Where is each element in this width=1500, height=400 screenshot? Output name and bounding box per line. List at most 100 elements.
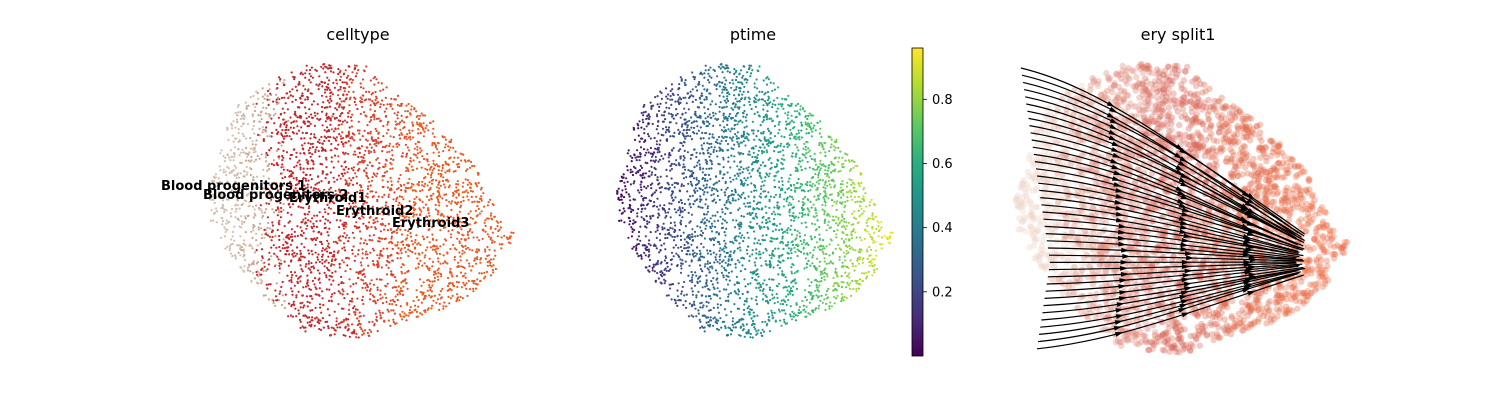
data-point — [500, 243, 503, 246]
data-point — [392, 321, 395, 324]
data-point — [381, 150, 384, 153]
data-point — [283, 247, 286, 250]
data-point — [813, 184, 817, 187]
data-point — [699, 252, 702, 255]
data-point — [724, 115, 727, 119]
data-point — [807, 291, 811, 294]
data-point — [398, 177, 401, 180]
data-point — [325, 276, 328, 279]
data-point — [739, 172, 742, 175]
data-point — [270, 246, 273, 249]
data-point — [672, 246, 675, 249]
data-point — [403, 279, 406, 282]
data-point — [291, 100, 294, 103]
data-point — [390, 103, 393, 106]
data-point — [470, 195, 473, 198]
data-point — [759, 192, 762, 195]
data-point — [759, 242, 762, 246]
data-point — [368, 161, 371, 164]
data-point — [841, 180, 844, 183]
data-point — [385, 132, 388, 135]
data-point — [460, 265, 463, 268]
data-point — [251, 205, 254, 208]
data-point — [682, 154, 685, 158]
data-point — [311, 76, 314, 79]
data-point — [406, 115, 409, 118]
data-point — [480, 186, 483, 189]
data-point — [261, 279, 264, 283]
data-point — [400, 114, 403, 117]
data-point — [711, 283, 714, 286]
data-point — [413, 147, 416, 150]
data-point — [693, 251, 696, 254]
data-point — [698, 318, 701, 321]
data-point — [486, 245, 489, 249]
data-point — [271, 298, 274, 301]
data-point — [294, 85, 297, 88]
data-point — [279, 290, 282, 293]
data-point — [279, 216, 282, 219]
data-point — [683, 208, 686, 212]
data-point — [342, 106, 346, 109]
data-point — [734, 119, 738, 122]
data-point — [721, 222, 724, 225]
data-point — [282, 168, 285, 171]
data-point — [768, 117, 771, 120]
data-point — [411, 123, 414, 126]
data-point — [437, 169, 440, 172]
data-point — [436, 165, 439, 168]
data-point — [699, 200, 702, 203]
data-point — [703, 217, 706, 220]
data-point — [774, 103, 777, 106]
data-point — [218, 165, 221, 168]
data-point — [377, 195, 380, 198]
data-point — [743, 109, 746, 113]
data-point — [698, 257, 701, 260]
data-point — [361, 257, 364, 260]
data-point — [358, 315, 361, 318]
data-point — [379, 119, 382, 122]
data-point — [453, 284, 456, 288]
data-point — [648, 170, 651, 173]
data-point — [775, 292, 778, 296]
data-point — [776, 204, 779, 207]
data-point — [694, 187, 697, 190]
data-point — [429, 219, 432, 222]
data-point — [471, 190, 474, 193]
data-point — [736, 106, 739, 109]
data-point — [402, 285, 405, 288]
data-point — [412, 153, 416, 156]
data-point — [657, 277, 661, 280]
data-point — [339, 177, 342, 180]
data-point — [790, 318, 794, 321]
data-point — [420, 301, 423, 304]
data-point — [353, 311, 356, 314]
data-point — [353, 259, 356, 262]
data-point — [315, 83, 318, 86]
data-point — [363, 129, 366, 132]
data-point — [725, 188, 728, 191]
data-point — [317, 149, 320, 153]
data-point — [341, 307, 344, 310]
data-point — [379, 293, 382, 296]
data-point — [727, 295, 730, 298]
data-point — [243, 258, 246, 262]
data-point — [362, 87, 365, 90]
data-point — [469, 166, 472, 169]
data-point — [307, 249, 310, 252]
data-point — [384, 224, 387, 227]
data-point — [412, 206, 415, 209]
data-point — [636, 149, 639, 152]
data-point — [381, 217, 384, 221]
data-point — [367, 185, 370, 188]
data-point — [315, 146, 318, 149]
data-point — [362, 282, 366, 285]
data-point — [354, 103, 357, 106]
data-point — [761, 120, 764, 123]
data-point — [423, 185, 426, 188]
data-point — [726, 70, 729, 73]
data-point — [631, 247, 634, 250]
data-point — [800, 129, 803, 132]
data-point — [295, 155, 298, 159]
